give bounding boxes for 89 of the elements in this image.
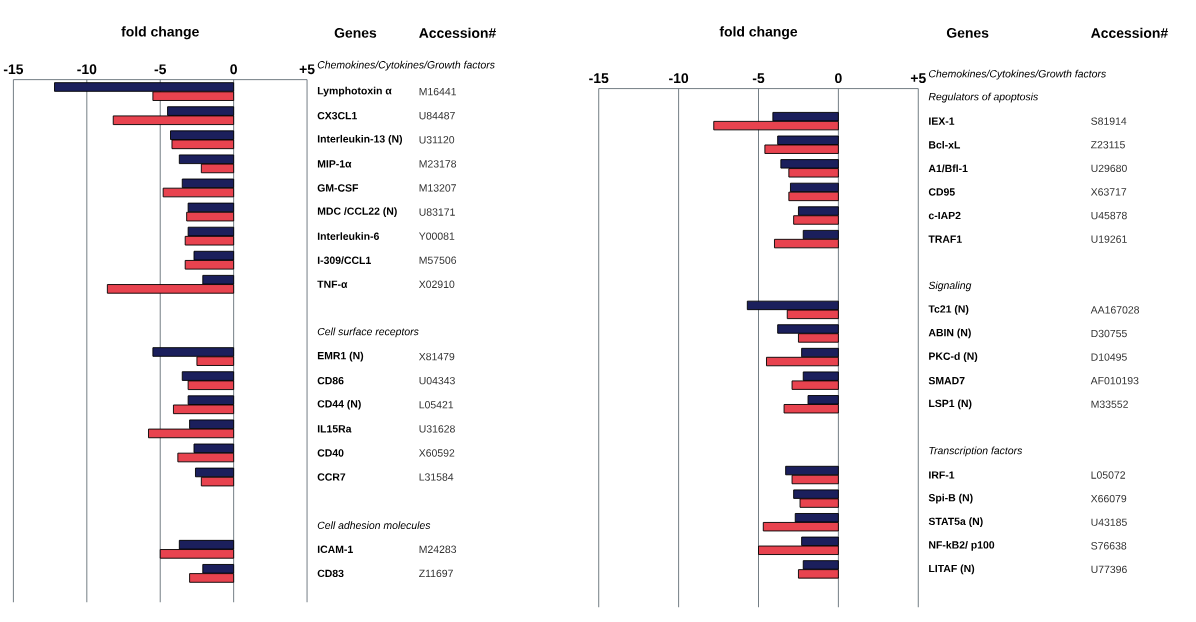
- y2-tick-label: U29680: [1091, 164, 1127, 172]
- y-tick-label: CX3CL1: [317, 111, 357, 120]
- text: Transcription factors: [929, 446, 1023, 457]
- y-tick-label: STAT5a (N): [928, 517, 983, 528]
- y2-tick-label: M33552: [1091, 400, 1128, 408]
- y2-tick-label: X60592: [418, 449, 455, 457]
- x-tick-label: +5: [299, 64, 315, 75]
- text: Chemokines/Cytokines/Growth factors: [317, 60, 495, 71]
- y-tick-label: CD86: [317, 376, 344, 385]
- y-tick-label: Bcl-xL: [929, 140, 961, 149]
- y2-tick-label: X66079: [1090, 494, 1127, 503]
- y-tick-label: CCR7: [317, 473, 346, 481]
- y-tick-label: TNF-α: [317, 280, 348, 288]
- y-tick-label: PKC-d (N): [929, 352, 978, 362]
- y-tick-label: Interleukin-13 (N): [317, 134, 403, 145]
- y2-tick-label: X02910: [418, 280, 455, 288]
- text: Regulators of apoptosis: [928, 92, 1038, 103]
- text: Signaling: [928, 281, 972, 292]
- y2-tick-label: U77396: [1091, 565, 1127, 574]
- y-tick-label: ABIN (N): [928, 328, 971, 339]
- y-tick-label: LSP1 (N): [929, 399, 972, 410]
- x-tick-label: +5: [910, 73, 926, 84]
- y2-tick-label: U45878: [1091, 211, 1127, 220]
- y2-tick-label: S76638: [1091, 542, 1127, 550]
- y2-tick-label: M13207: [419, 184, 456, 192]
- y-tick-label: SMAD7: [928, 376, 965, 385]
- x-tick-label: -15: [589, 73, 609, 84]
- y2-tick-label: U31628: [419, 425, 455, 433]
- x-axis-title: fold change: [719, 26, 798, 40]
- y-tick-label: LITAF (N): [929, 564, 975, 575]
- y2-tick-label: Z23115: [1091, 140, 1125, 149]
- y2-tick-label: L05072: [1091, 471, 1126, 479]
- y2-tick-label: AF010193: [1090, 376, 1139, 385]
- y2-tick-label: S81914: [1091, 117, 1127, 125]
- y-tick-label: CD44 (N): [317, 399, 361, 410]
- y2-tick-label: Z11697: [419, 569, 453, 578]
- y-tick-label: IL15Ra: [317, 425, 352, 433]
- y2-tick-label: X63717: [1090, 188, 1127, 196]
- x-tick-label: 0: [835, 73, 842, 84]
- y-tick-label: CD40: [317, 449, 344, 457]
- y2-tick-label: D10495: [1091, 353, 1127, 361]
- y2-tick-label: U19261: [1091, 235, 1127, 243]
- x-tick-label: -10: [77, 64, 97, 75]
- x-tick-label: -5: [752, 73, 765, 84]
- y2-tick-label: M16441: [419, 87, 456, 96]
- y-tick-label: Tc21 (N): [928, 304, 969, 315]
- y2-tick-label: U43185: [1091, 518, 1127, 526]
- y2-tick-label: U31120: [419, 135, 455, 144]
- y-axis-title: Genes: [334, 27, 377, 38]
- y-tick-label: EMR1 (N): [317, 351, 364, 362]
- y2-axis-title: Accession#: [1091, 27, 1168, 38]
- y2-tick-label: M23178: [419, 160, 457, 168]
- y-tick-label: Interleukin-6: [317, 232, 379, 240]
- text: Cell surface receptors: [317, 327, 419, 338]
- y-tick-label: c-IAP2: [928, 211, 961, 220]
- y2-tick-label: M57506: [419, 256, 457, 264]
- y2-tick-label: AA167028: [1090, 306, 1140, 314]
- y2-tick-label: U84487: [419, 111, 455, 120]
- y-tick-label: IRF-1: [929, 471, 955, 479]
- y-tick-label: GM-CSF: [317, 184, 359, 192]
- y-tick-label: Lymphotoxin α: [317, 86, 392, 97]
- text: Chemokines/Cytokines/Growth factors: [929, 69, 1106, 80]
- y-tick-label: A1/Bfl-1: [928, 164, 968, 173]
- y2-tick-label: U83171: [419, 208, 455, 216]
- y-tick-label: CD83: [317, 569, 344, 578]
- y2-tick-label: D30755: [1091, 329, 1127, 338]
- y-tick-label: MDC /CCL22 (N): [317, 207, 397, 217]
- y2-tick-label: L05421: [419, 400, 454, 409]
- y2-tick-label: M24283: [419, 545, 457, 553]
- x-tick-label: -10: [669, 73, 689, 84]
- text: Cell adhesion molecules: [317, 521, 431, 529]
- y2-tick-label: U04343: [419, 376, 455, 385]
- y-tick-label: CD95: [928, 188, 955, 196]
- y-tick-label: Spi-B (N): [928, 493, 973, 504]
- y-tick-label: I-309/CCL1: [317, 256, 371, 265]
- x-tick-label: -5: [154, 64, 167, 75]
- x-axis-title: fold change: [121, 26, 199, 40]
- y-tick-label: IEX-1: [929, 117, 955, 125]
- x-tick-label: 0: [230, 64, 237, 75]
- y2-tick-label: L31584: [419, 473, 454, 481]
- y2-tick-label: Y00081: [418, 232, 455, 240]
- y2-tick-label: X81479: [418, 352, 455, 361]
- y-tick-label: ICAM-1: [317, 545, 353, 553]
- y-axis-title: Genes: [946, 27, 989, 38]
- y-tick-label: MIP-1α: [317, 160, 352, 168]
- y2-axis-title: Accession#: [419, 27, 496, 38]
- x-tick-label: -15: [3, 64, 24, 75]
- y-tick-label: NF-kB2/ p100: [929, 540, 995, 551]
- y-tick-label: TRAF1: [928, 235, 962, 243]
